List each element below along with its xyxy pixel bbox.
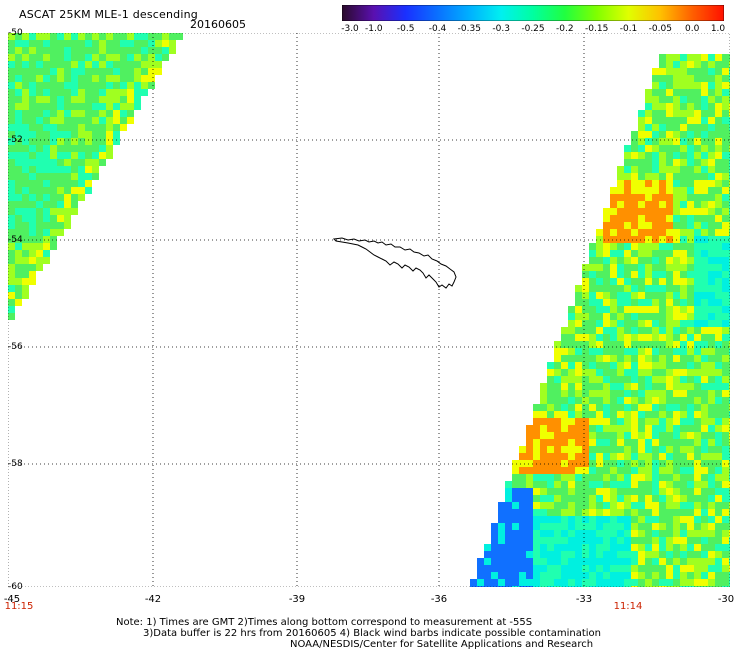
color-scale-tick-label: 1.0	[710, 24, 726, 34]
color-scale-tick-label: -0.3	[492, 24, 510, 34]
time-label-left: 11:15	[4, 601, 34, 612]
longitude-label: -33	[575, 594, 593, 605]
latitude-label: -56	[8, 342, 23, 352]
longitude-label: -30	[717, 594, 735, 605]
longitude-label: -42	[144, 594, 162, 605]
color-scale-tick-label: -0.5	[396, 24, 415, 34]
color-scale-tick-label: -0.15	[585, 24, 609, 34]
longitude-label: -45	[3, 594, 21, 605]
south-georgia-island-outline	[332, 237, 457, 289]
longitude-label: -36	[430, 594, 448, 605]
latitude-label: -50	[8, 28, 23, 38]
color-scale-tick-label: -1.0	[365, 24, 383, 34]
time-label-right: 11:14	[613, 601, 643, 612]
color-scale-tick-label: -3.0	[341, 24, 359, 34]
color-scale-tick-label: -0.35	[457, 24, 481, 34]
note-line-2: 3)Data buffer is 22 hrs from 20160605 4)…	[143, 628, 601, 639]
latitude-label: -60	[8, 582, 23, 592]
color-scale-tick-label: -0.2	[556, 24, 574, 34]
product-title: ASCAT 25KM MLE-1 descending	[19, 8, 198, 21]
note-line-1: Note: 1) Times are GMT 2)Times along bot…	[116, 617, 533, 628]
color-scale-tick-label: -0.4	[428, 24, 447, 34]
product-date: 20160605	[190, 18, 246, 31]
latitude-label: -52	[8, 135, 23, 145]
latitude-label: -54	[8, 235, 23, 245]
color-scale-tick-label: 0.0	[684, 24, 700, 34]
color-scale-bar	[342, 5, 724, 21]
color-scale-tick-label: -0.05	[648, 24, 672, 34]
note-line-3: NOAA/NESDIS/Center for Satellite Applica…	[290, 639, 594, 650]
satellite-map	[8, 33, 730, 587]
longitude-label: -39	[288, 594, 306, 605]
latitude-label: -58	[8, 459, 23, 469]
color-scale-tick-label: -0.1	[619, 24, 638, 34]
color-scale-tick-label: -0.25	[521, 24, 545, 34]
